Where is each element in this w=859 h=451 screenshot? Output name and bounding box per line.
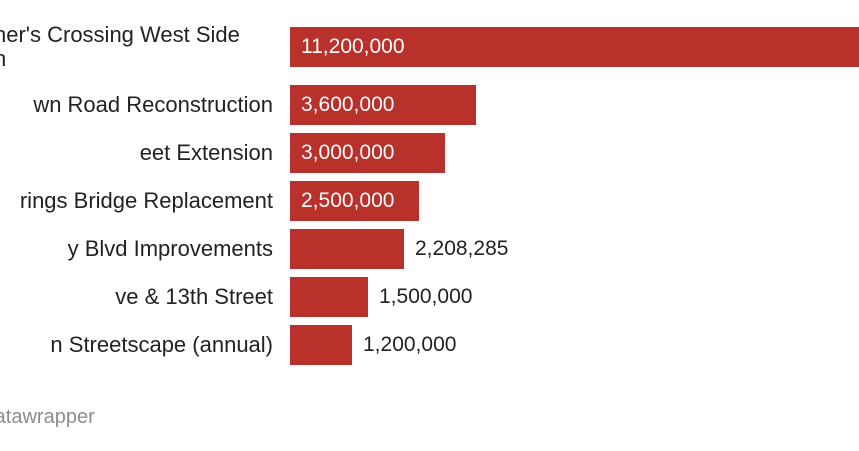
category-label-5: ve & 13th Street xyxy=(115,284,273,309)
category-label-1: wn Road Reconstruction xyxy=(33,92,273,117)
bar-2 xyxy=(290,133,445,173)
category-label-4: y Blvd Improvements xyxy=(67,236,273,261)
bar-5 xyxy=(290,277,368,317)
value-label-0: 11,200,000 xyxy=(301,35,405,58)
value-label-5: 1,500,000 xyxy=(379,285,473,308)
category-label-0: ner's Crossing West Side n xyxy=(0,23,240,71)
category-label-line: ner's Crossing West Side xyxy=(0,22,240,47)
bar-1 xyxy=(290,85,476,125)
value-label-2: 3,000,000 xyxy=(301,141,395,164)
bar-0 xyxy=(290,27,859,67)
category-label-3: rings Bridge Replacement xyxy=(19,188,273,213)
value-label-3: 2,500,000 xyxy=(301,189,395,212)
value-label-1: 3,600,000 xyxy=(301,93,395,116)
bar-4 xyxy=(290,229,404,269)
value-label-4: 2,208,285 xyxy=(415,237,509,260)
category-label-line: n xyxy=(0,46,7,71)
bar-3 xyxy=(290,181,419,221)
category-label-6: n Streetscape (annual) xyxy=(50,332,273,357)
chart-credit: th Datawrapper xyxy=(0,406,95,428)
bar-6 xyxy=(290,325,352,365)
category-label-2: eet Extension xyxy=(139,140,273,165)
value-label-6: 1,200,000 xyxy=(363,333,457,356)
